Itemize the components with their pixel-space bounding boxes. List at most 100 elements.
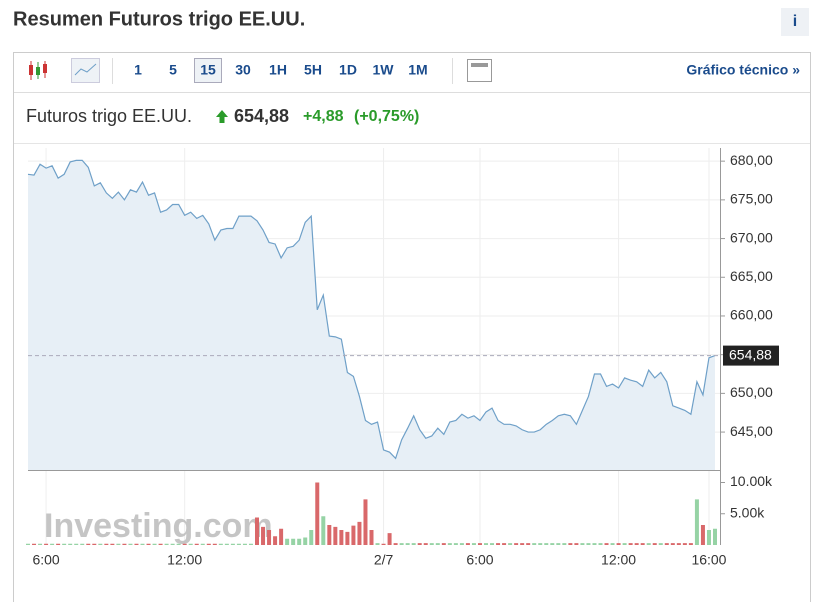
quote-name: Futuros trigo EE.UU. bbox=[26, 106, 192, 126]
interval-selected bbox=[194, 58, 222, 83]
interval[interactable]: 1W bbox=[373, 62, 395, 78]
interval[interactable]: 1M bbox=[408, 62, 427, 78]
volume-bar bbox=[634, 543, 639, 545]
volume-bar bbox=[170, 543, 175, 545]
volume-bar bbox=[248, 543, 253, 545]
interval[interactable]: 1 bbox=[134, 62, 142, 78]
volume-bar bbox=[188, 543, 193, 545]
volume-bar bbox=[146, 543, 151, 545]
volume-bar bbox=[62, 543, 67, 545]
volume-bar bbox=[309, 530, 314, 545]
interval[interactable]: 5 bbox=[169, 62, 177, 78]
volume-bar bbox=[387, 533, 392, 545]
volume-bar bbox=[230, 543, 235, 545]
volume-bar bbox=[423, 543, 428, 545]
volume-bar bbox=[158, 543, 163, 545]
volume-bar bbox=[514, 543, 519, 545]
volume-bar bbox=[676, 543, 681, 545]
title: Resumen Futuros trigo EE.UU. bbox=[13, 8, 305, 30]
volume-bar bbox=[98, 543, 103, 545]
volume-bar bbox=[713, 528, 717, 545]
volume-bar bbox=[586, 543, 591, 545]
volume-bar bbox=[652, 543, 657, 545]
volume-bar bbox=[550, 543, 555, 545]
volume-bar bbox=[255, 517, 259, 545]
interval[interactable]: 1D bbox=[339, 62, 357, 78]
quote-change: +4,88 bbox=[303, 108, 344, 125]
volume-bar bbox=[538, 543, 543, 545]
y-tick-label: 650,00 bbox=[730, 384, 773, 400]
volume-bar bbox=[459, 543, 464, 545]
volume-bar bbox=[218, 543, 223, 545]
x-tick-label: 6:00 bbox=[32, 552, 59, 568]
volume-bar bbox=[646, 543, 651, 545]
volume-bar bbox=[224, 543, 229, 545]
x-tick-label: 2/7 bbox=[374, 552, 394, 568]
y-tick-label: 675,00 bbox=[730, 191, 773, 207]
volume-bar bbox=[532, 543, 537, 545]
y-tick-label: 660,00 bbox=[730, 307, 773, 323]
table-icon-glyph bbox=[471, 63, 488, 67]
volume-bar bbox=[261, 526, 266, 545]
volume-bar bbox=[44, 543, 49, 545]
volume-bar bbox=[520, 543, 525, 545]
volume-bar bbox=[375, 543, 380, 545]
interval[interactable]: 30 bbox=[235, 62, 251, 78]
volume-bar bbox=[508, 543, 513, 545]
candle-icon[interactable] bbox=[29, 61, 47, 80]
volume-bar bbox=[381, 543, 386, 545]
volume-bar bbox=[74, 543, 79, 545]
volume-bar bbox=[369, 530, 374, 545]
volume-bar bbox=[417, 543, 422, 545]
interval[interactable]: 15 bbox=[200, 62, 216, 78]
quote-change-pct: (+0,75%) bbox=[354, 108, 419, 125]
volume-bar bbox=[116, 543, 121, 545]
volume-bar bbox=[429, 543, 434, 545]
volume-bar bbox=[351, 525, 356, 545]
y-tick-label: 645,00 bbox=[730, 423, 773, 439]
x-tick-label: 6:00 bbox=[466, 552, 493, 568]
volume-bar bbox=[104, 543, 109, 545]
line-icon[interactable] bbox=[71, 58, 100, 83]
volume-bar bbox=[26, 543, 30, 545]
volume-bar bbox=[333, 526, 338, 545]
volume-bar bbox=[32, 543, 37, 545]
volume-bar bbox=[682, 543, 687, 545]
volume-bar bbox=[700, 525, 705, 545]
volume-bar bbox=[363, 499, 368, 545]
area bbox=[28, 160, 715, 470]
y-tick-label: 10.00k bbox=[730, 473, 773, 489]
volume-bar bbox=[267, 530, 272, 545]
volume-bar bbox=[490, 543, 495, 545]
last-price-label: 654,88 bbox=[729, 346, 772, 362]
volume-bar bbox=[544, 543, 549, 545]
volume-bar bbox=[435, 543, 440, 545]
volume-bar bbox=[405, 543, 410, 545]
volume-bar bbox=[110, 543, 115, 545]
volume-bar bbox=[327, 525, 332, 545]
volume-bar bbox=[357, 521, 362, 545]
volume-bar bbox=[670, 543, 675, 545]
volume-bar bbox=[242, 543, 247, 545]
x-tick-label: 16:00 bbox=[691, 552, 726, 568]
volume-bar bbox=[393, 543, 398, 545]
volume-bar bbox=[562, 543, 567, 545]
volume-bar bbox=[315, 482, 320, 545]
volume-bar bbox=[339, 530, 344, 545]
volume-bar bbox=[206, 543, 211, 545]
info-button[interactable] bbox=[781, 8, 809, 36]
volume-bar bbox=[200, 543, 205, 545]
volume-bar bbox=[477, 543, 482, 545]
volume-bar bbox=[86, 543, 91, 545]
volume-bar bbox=[592, 543, 597, 545]
table-icon[interactable] bbox=[467, 59, 492, 82]
interval[interactable]: 1H bbox=[269, 62, 287, 78]
interval[interactable]: 5H bbox=[304, 62, 322, 78]
x-tick-label: 12:00 bbox=[601, 552, 636, 568]
volume-bar bbox=[321, 516, 326, 545]
technical-link[interactable]: Gráfico técnico » bbox=[686, 62, 800, 78]
volume-bar bbox=[236, 543, 241, 545]
volume-bar bbox=[610, 543, 615, 545]
volume-bar bbox=[50, 543, 55, 545]
